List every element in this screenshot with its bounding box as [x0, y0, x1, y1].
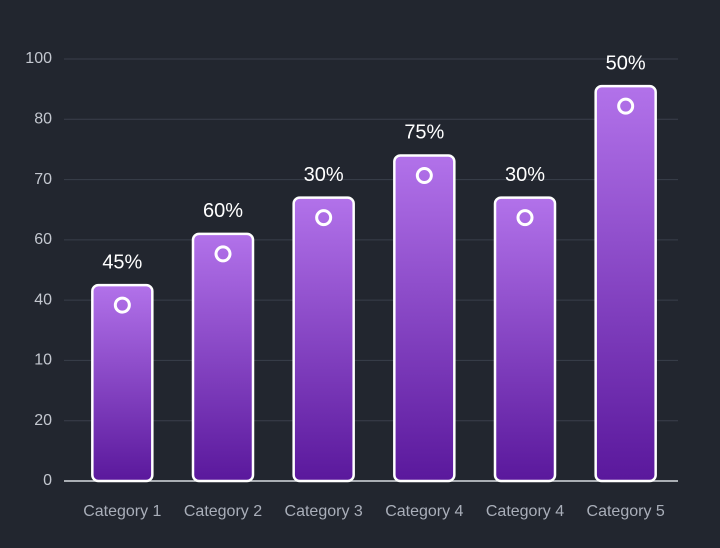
- bar-label: 30%: [505, 164, 545, 186]
- y-tick-label: 20: [34, 412, 52, 429]
- bar: [292, 196, 355, 483]
- bar-marker: [214, 245, 232, 263]
- bar: [493, 196, 557, 483]
- bar-marker: [315, 209, 333, 227]
- y-tick-label: 80: [34, 111, 52, 128]
- bar-marker: [415, 166, 433, 184]
- bar-label: 45%: [102, 251, 142, 273]
- bar: [594, 84, 657, 483]
- x-tick-label: Category 1: [83, 503, 161, 520]
- y-tick-label: 60: [34, 231, 52, 248]
- x-tick-label: Category 3: [285, 503, 363, 520]
- bar-label: 30%: [304, 164, 344, 186]
- x-tick-label: Category 4: [486, 503, 564, 520]
- bar: [91, 283, 154, 483]
- x-tick-label: Category 5: [587, 503, 665, 520]
- y-tick-label: 10: [34, 352, 52, 369]
- bar-marker: [617, 97, 635, 115]
- bar: [191, 232, 255, 483]
- y-tick-label: 0: [43, 472, 52, 489]
- y-tick-label: 40: [34, 291, 52, 308]
- x-tick-label: Category 2: [184, 503, 262, 520]
- x-tick-label: Category 4: [385, 503, 463, 520]
- bar-marker: [113, 296, 131, 314]
- bar: [393, 154, 456, 483]
- bar-label: 60%: [203, 200, 243, 222]
- bar-label: 75%: [404, 122, 444, 144]
- y-tick-label: 100: [25, 50, 52, 67]
- bar-marker: [516, 209, 534, 227]
- bar-label: 50%: [606, 52, 646, 74]
- y-tick-label: 70: [34, 171, 52, 188]
